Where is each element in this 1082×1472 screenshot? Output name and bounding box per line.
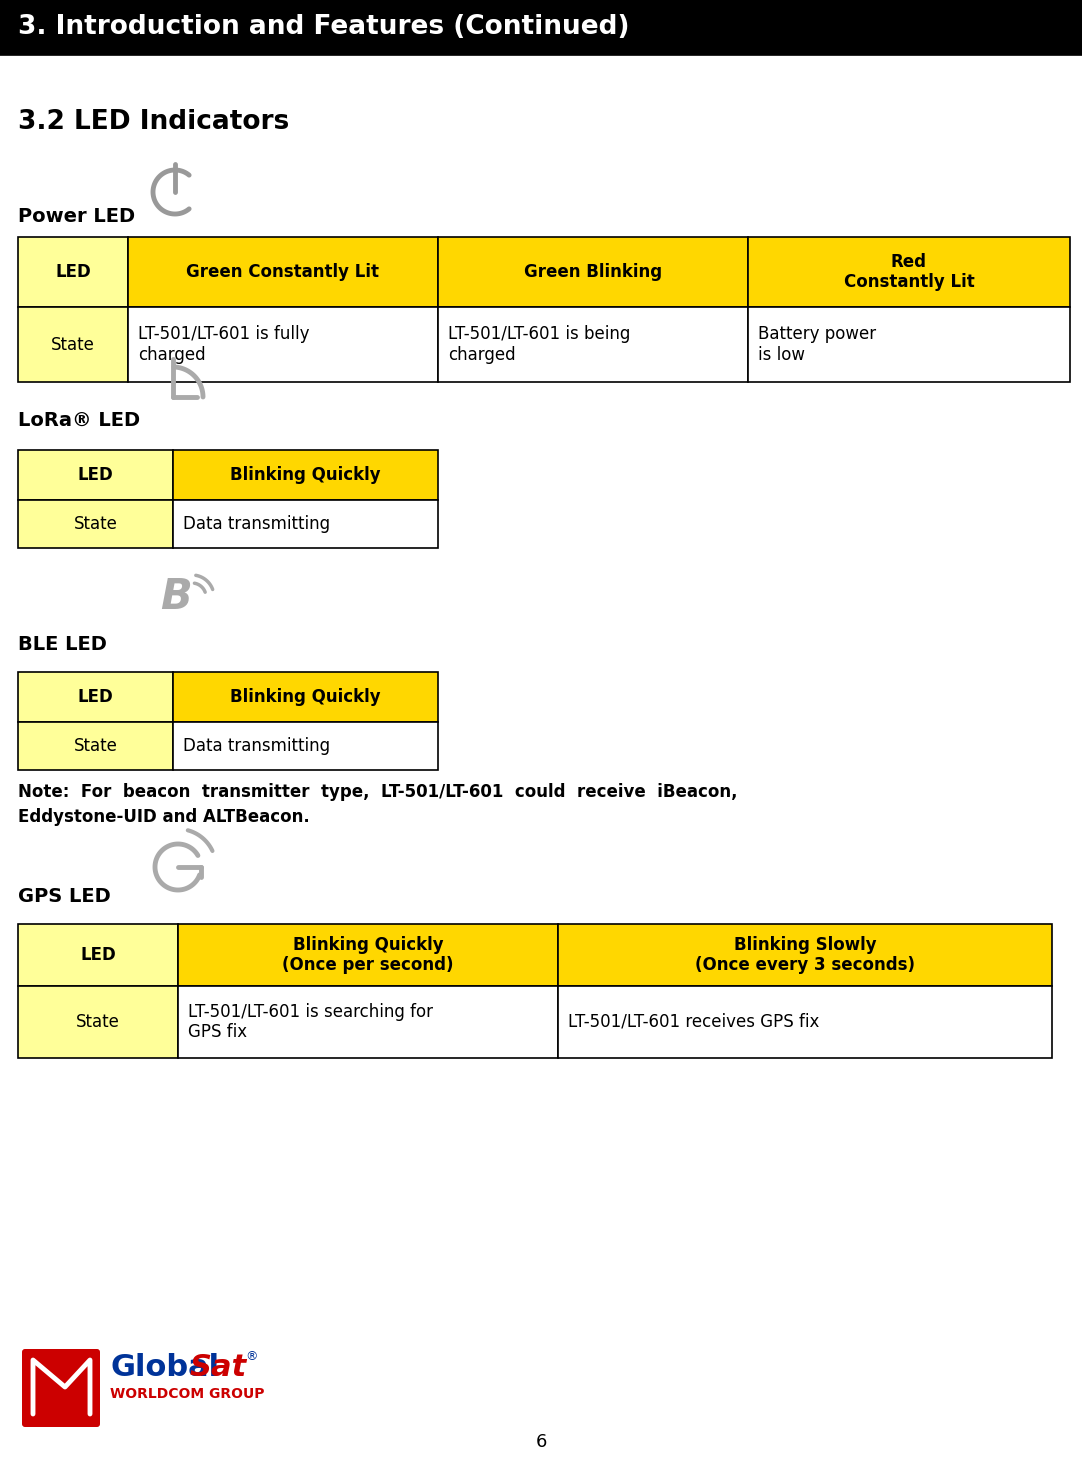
Bar <box>558 986 1052 1058</box>
Bar <box>128 308 438 383</box>
Bar <box>18 500 173 548</box>
Text: Sat: Sat <box>190 1353 248 1382</box>
Text: Green Constantly Lit: Green Constantly Lit <box>186 263 380 281</box>
Bar <box>18 450 173 500</box>
Text: State: State <box>51 336 95 353</box>
Text: LT-501/LT-601 is being
charged: LT-501/LT-601 is being charged <box>448 325 631 364</box>
Text: WORLDCOM GROUP: WORLDCOM GROUP <box>110 1387 264 1401</box>
Bar <box>558 924 1052 986</box>
Text: LT-501/LT-601 is searching for
GPS fix: LT-501/LT-601 is searching for GPS fix <box>188 1002 433 1041</box>
Text: State: State <box>76 1013 120 1030</box>
Bar <box>18 673 173 721</box>
Bar <box>128 237 438 308</box>
Text: 3.2 LED Indicators: 3.2 LED Indicators <box>18 109 289 135</box>
Text: Blinking Quickly: Blinking Quickly <box>230 467 381 484</box>
Bar <box>179 986 558 1058</box>
Bar <box>18 237 128 308</box>
Bar <box>179 924 558 986</box>
FancyBboxPatch shape <box>22 1348 100 1426</box>
Bar <box>18 721 173 770</box>
Text: BLE LED: BLE LED <box>18 636 107 655</box>
Bar <box>18 924 179 986</box>
Text: 3. Introduction and Features (Continued): 3. Introduction and Features (Continued) <box>18 15 630 41</box>
Text: LT-501/LT-601 is fully
charged: LT-501/LT-601 is fully charged <box>138 325 309 364</box>
Text: 6: 6 <box>536 1434 546 1451</box>
Text: LED: LED <box>80 946 116 964</box>
Text: Blinking Quickly: Blinking Quickly <box>230 687 381 707</box>
Bar <box>748 308 1070 383</box>
Text: Data transmitting: Data transmitting <box>183 737 330 755</box>
Text: Global: Global <box>110 1353 220 1382</box>
Bar <box>438 237 748 308</box>
Bar <box>173 450 438 500</box>
Bar <box>173 721 438 770</box>
Bar <box>0 0 1082 54</box>
Text: LED: LED <box>78 467 114 484</box>
Text: B: B <box>160 576 192 618</box>
Text: Battery power
is low: Battery power is low <box>758 325 876 364</box>
Text: Green Blinking: Green Blinking <box>524 263 662 281</box>
Text: Eddystone-UID and ALTBeacon.: Eddystone-UID and ALTBeacon. <box>18 808 309 826</box>
Bar <box>438 308 748 383</box>
Text: LED: LED <box>55 263 91 281</box>
Bar <box>18 308 128 383</box>
Text: Blinking Quickly
(Once per second): Blinking Quickly (Once per second) <box>282 936 453 974</box>
Bar <box>18 986 179 1058</box>
Bar <box>173 673 438 721</box>
Text: LED: LED <box>78 687 114 707</box>
Bar <box>748 237 1070 308</box>
Bar <box>173 500 438 548</box>
Text: Power LED: Power LED <box>18 208 135 227</box>
Text: Red
Constantly Lit: Red Constantly Lit <box>844 253 975 291</box>
Text: Data transmitting: Data transmitting <box>183 515 330 533</box>
Text: Blinking Slowly
(Once every 3 seconds): Blinking Slowly (Once every 3 seconds) <box>695 936 915 974</box>
Text: GPS LED: GPS LED <box>18 888 110 907</box>
Text: LT-501/LT-601 receives GPS fix: LT-501/LT-601 receives GPS fix <box>568 1013 819 1030</box>
Text: State: State <box>74 737 118 755</box>
Text: State: State <box>74 515 118 533</box>
Text: LoRa® LED: LoRa® LED <box>18 411 141 430</box>
Text: ®: ® <box>245 1350 258 1363</box>
Text: Note:  For  beacon  transmitter  type,  LT-501/LT-601  could  receive  iBeacon,: Note: For beacon transmitter type, LT-50… <box>18 783 738 801</box>
